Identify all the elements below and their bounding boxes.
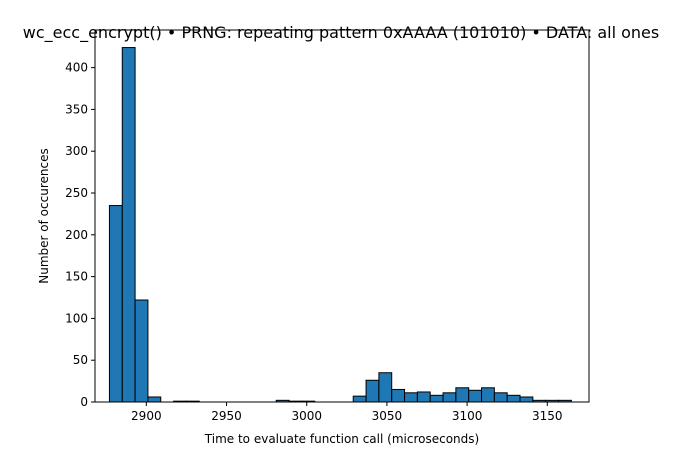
histogram-bar	[134, 299, 149, 403]
histogram-bar	[455, 387, 470, 403]
chart-title: wc_ecc_encrypt() • PRNG: repeating patte…	[23, 23, 659, 43]
histogram-bar	[442, 392, 457, 403]
x-tick-label: 3150	[532, 409, 563, 423]
histogram-bar	[519, 396, 534, 403]
y-axis-label: Number of occurences	[37, 148, 51, 283]
y-tick-label: 150	[65, 270, 88, 284]
y-tick-label: 0	[80, 395, 88, 409]
y-tick-label: 100	[65, 311, 88, 325]
y-tick-label: 50	[73, 353, 88, 367]
x-tick-label: 3100	[452, 409, 483, 423]
histogram-bar	[108, 205, 123, 403]
y-tick-label: 350	[65, 102, 88, 116]
histogram-bar	[391, 388, 406, 403]
histogram-bar	[481, 387, 495, 403]
y-tick-label: 300	[65, 144, 88, 158]
y-tick-label: 400	[65, 61, 88, 75]
histogram-bar	[429, 394, 444, 403]
x-tick-label: 2900	[131, 409, 162, 423]
histogram-bar	[416, 391, 431, 403]
histogram-bar	[121, 47, 136, 403]
histogram-bar	[365, 379, 380, 403]
histogram-bar	[493, 392, 508, 403]
histogram-bar	[147, 396, 162, 403]
x-tick-label: 3000	[291, 409, 322, 423]
histogram-bar	[378, 372, 393, 403]
x-axis: 2900 2950 3000 3050 3100 3150	[131, 402, 563, 423]
x-tick-label: 2950	[211, 409, 242, 423]
histogram-bar	[352, 395, 367, 403]
y-tick-label: 200	[65, 228, 88, 242]
plot-frame	[94, 29, 590, 403]
y-tick-label: 250	[65, 186, 88, 200]
histogram-bar	[404, 392, 418, 403]
x-tick-label: 3050	[372, 409, 403, 423]
histogram-bar	[506, 394, 521, 403]
bars-group	[108, 47, 572, 403]
x-axis-label: Time to evaluate function call (microsec…	[204, 432, 479, 446]
y-axis: 0 50 100 150 200 250 300 350 400	[65, 61, 95, 409]
histogram-bar	[468, 389, 483, 403]
